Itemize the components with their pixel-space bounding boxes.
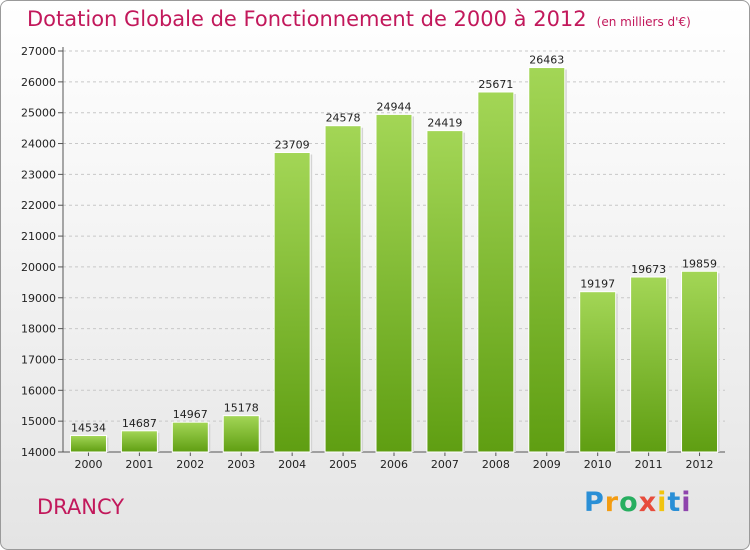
- bar: [426, 130, 464, 453]
- data-label: 19197: [580, 278, 615, 291]
- x-tick-label: 2005: [329, 458, 357, 471]
- x-tick-label: 2000: [74, 458, 102, 471]
- bar: [324, 125, 362, 453]
- y-tick-label: 21000: [21, 230, 56, 243]
- y-tick-label: 26000: [21, 76, 56, 89]
- logo-letter: o: [619, 487, 639, 518]
- labels: 14534 14687 14967 15178 23709 24578 24944 24419…: [71, 54, 717, 435]
- data-label: 19859: [682, 257, 717, 270]
- data-label: 26463: [529, 54, 564, 67]
- x-tick-label: 2010: [584, 458, 612, 471]
- x-tick-label: 2006: [380, 458, 408, 471]
- chart-subtitle: (en milliers d'€): [596, 15, 691, 29]
- logo-letter: i: [681, 487, 692, 518]
- y-tick-label: 17000: [21, 353, 56, 366]
- bars: [69, 67, 720, 453]
- data-label: 25671: [478, 78, 513, 91]
- bar: [171, 421, 209, 453]
- x-tick-label: 2007: [431, 458, 459, 471]
- logo-letter: t: [667, 487, 682, 518]
- x-tick-label: 2002: [176, 458, 204, 471]
- bar: [579, 291, 617, 453]
- x-tick-label: 2008: [482, 458, 510, 471]
- x-tick-label: 2012: [686, 458, 714, 471]
- x-tick-label: 2009: [533, 458, 561, 471]
- bar: [528, 67, 566, 453]
- bar: [120, 430, 158, 453]
- x-tick-label: 2004: [278, 458, 306, 471]
- axes: 14000 15000 16000 17000 18000 19000 20000 21000…: [21, 45, 725, 471]
- data-label: 14687: [122, 417, 157, 430]
- x-tick-label: 2003: [227, 458, 255, 471]
- bar: [69, 435, 107, 453]
- logo-letter: P: [584, 487, 605, 518]
- y-tick-label: 16000: [21, 384, 56, 397]
- y-tick-label: 23000: [21, 168, 56, 181]
- chart-title-text: Dotation Globale de Fonctionnement de 20…: [27, 7, 587, 31]
- y-tick-label: 25000: [21, 107, 56, 120]
- proxiti-logo: Proxiti: [584, 487, 692, 518]
- data-label: 24944: [377, 100, 412, 113]
- data-label: 14534: [71, 422, 106, 435]
- bar: [222, 415, 260, 453]
- data-label: 23709: [275, 139, 310, 152]
- y-tick-label: 18000: [21, 323, 56, 336]
- logo-letter: r: [604, 487, 620, 518]
- city-name: DRANCY: [37, 495, 125, 519]
- x-tick-label: 2011: [635, 458, 663, 471]
- bar: [630, 276, 668, 453]
- bar: [375, 113, 413, 453]
- y-tick-label: 24000: [21, 138, 56, 151]
- y-tick-label: 27000: [21, 45, 56, 58]
- y-tick-label: 20000: [21, 261, 56, 274]
- y-tick-label: 22000: [21, 199, 56, 212]
- bar: [681, 270, 719, 453]
- data-label: 14967: [173, 408, 208, 421]
- data-label: 24578: [326, 112, 361, 125]
- x-tick-label: 2001: [125, 458, 153, 471]
- y-tick-label: 15000: [21, 415, 56, 428]
- y-tick-label: 19000: [21, 292, 56, 305]
- bar: [273, 152, 311, 453]
- data-label: 19673: [631, 263, 666, 276]
- data-label: 24419: [427, 117, 462, 130]
- logo-letter: x: [638, 487, 658, 518]
- logo-letter: i: [657, 487, 668, 518]
- data-label: 15178: [224, 402, 259, 415]
- y-tick-label: 14000: [21, 446, 56, 459]
- chart-title: Dotation Globale de Fonctionnement de 20…: [27, 7, 691, 31]
- bar: [477, 91, 515, 453]
